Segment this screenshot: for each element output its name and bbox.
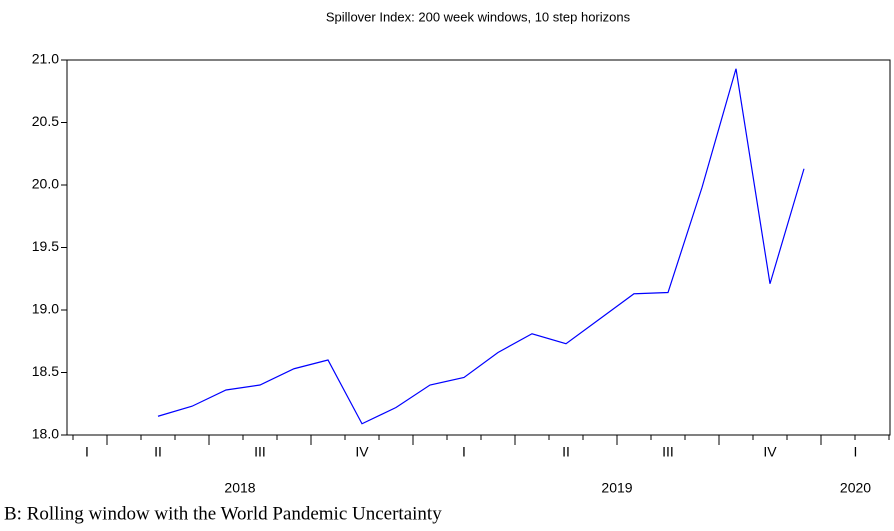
x-year-label: 2018 xyxy=(224,480,255,496)
x-quarter-label: IV xyxy=(355,444,369,460)
chart-title: Spillover Index: 200 week windows, 10 st… xyxy=(326,9,631,24)
series-line xyxy=(157,68,805,425)
x-quarter-label: I xyxy=(85,444,89,460)
x-year-label: 2019 xyxy=(601,480,632,496)
x-quarter-label: III xyxy=(254,444,266,460)
x-year-label: 2020 xyxy=(840,480,871,496)
caption: B: Rolling window with the World Pandemi… xyxy=(4,503,442,524)
x-quarter-label: III xyxy=(662,444,674,460)
plot-frame xyxy=(66,59,891,436)
y-tick-label: 18.0 xyxy=(32,426,59,442)
x-quarter-label: I xyxy=(854,444,858,460)
x-quarter-label: II xyxy=(154,444,162,460)
y-tick-label: 20.5 xyxy=(32,113,59,129)
y-tick-label: 19.0 xyxy=(32,301,59,317)
y-tick-label: 21.0 xyxy=(32,51,59,67)
x-quarter-label: II xyxy=(562,444,570,460)
y-tick-label: 19.5 xyxy=(32,238,59,254)
y-tick-label: 20.0 xyxy=(32,176,59,192)
x-quarter-label: I xyxy=(462,444,466,460)
y-tick-label: 18.5 xyxy=(32,363,59,379)
x-quarter-label: IV xyxy=(763,444,777,460)
